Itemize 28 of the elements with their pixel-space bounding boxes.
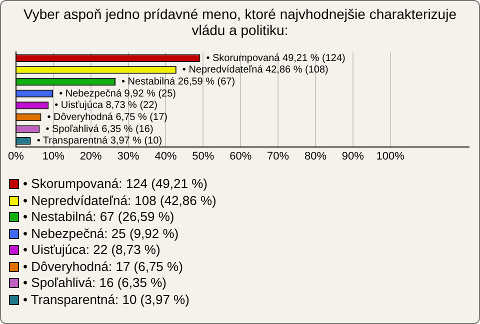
x-tick-label: 40% xyxy=(154,150,177,162)
data-label: • Transparentná 3,97 % (10) xyxy=(36,136,162,147)
text: • Transparentná: 10 (3,97 %) xyxy=(23,292,190,308)
data-label: • Dôveryhodná 6,75 % (17) xyxy=(47,112,168,123)
data-label: • Skorumpovaná 49,21 % (124) xyxy=(206,52,346,64)
data-label: • Nebezpečná 9,92 % (25) xyxy=(59,88,176,100)
x-tick-label: 80% xyxy=(304,150,327,162)
data-label: • Spoľahlivá 6,35 % (16) xyxy=(46,124,154,135)
x-tick-label: 100% xyxy=(376,150,405,162)
text: • Skorumpovaná: 124 (49,21 %) xyxy=(23,176,208,192)
chart-title: Vyber aspoň jedno prídavné meno, ktoré najvhodnejšie charakterizuje vládu a politiku: xyxy=(22,5,458,38)
x-tick-label: 10% xyxy=(42,150,65,162)
x-tick-label: 60% xyxy=(230,150,252,162)
x-tick-label: 70% xyxy=(267,150,290,162)
text: • Spoľahlivá: 16 (6,35 %) xyxy=(23,275,166,292)
x-tick-label: 30% xyxy=(117,150,140,162)
text: • Nebezpečná: 25 (9,92 %) xyxy=(23,226,179,242)
data-label: • Nepredvídateľná 42,86 % (108) xyxy=(182,64,328,76)
x-tick-label: 0% xyxy=(8,150,24,162)
text: • Nepredvídateľná: 108 (42,86 %) xyxy=(23,192,216,209)
text: • Uisťujúca: 22 (8,73 %) xyxy=(23,242,160,258)
data-label: • Uisťujúca 8,73 % (22) xyxy=(54,100,158,112)
x-tick-label: 20% xyxy=(80,150,102,162)
x-tick-label: 50% xyxy=(192,150,214,162)
text: • Dôveryhodná: 17 (6,75 %) xyxy=(23,258,183,275)
text: • Nestabilná: 67 (26,59 %) xyxy=(23,209,174,226)
data-label: • Nestabilná 26,59 % (67) xyxy=(122,76,236,88)
x-tick-label: 90% xyxy=(342,150,364,162)
